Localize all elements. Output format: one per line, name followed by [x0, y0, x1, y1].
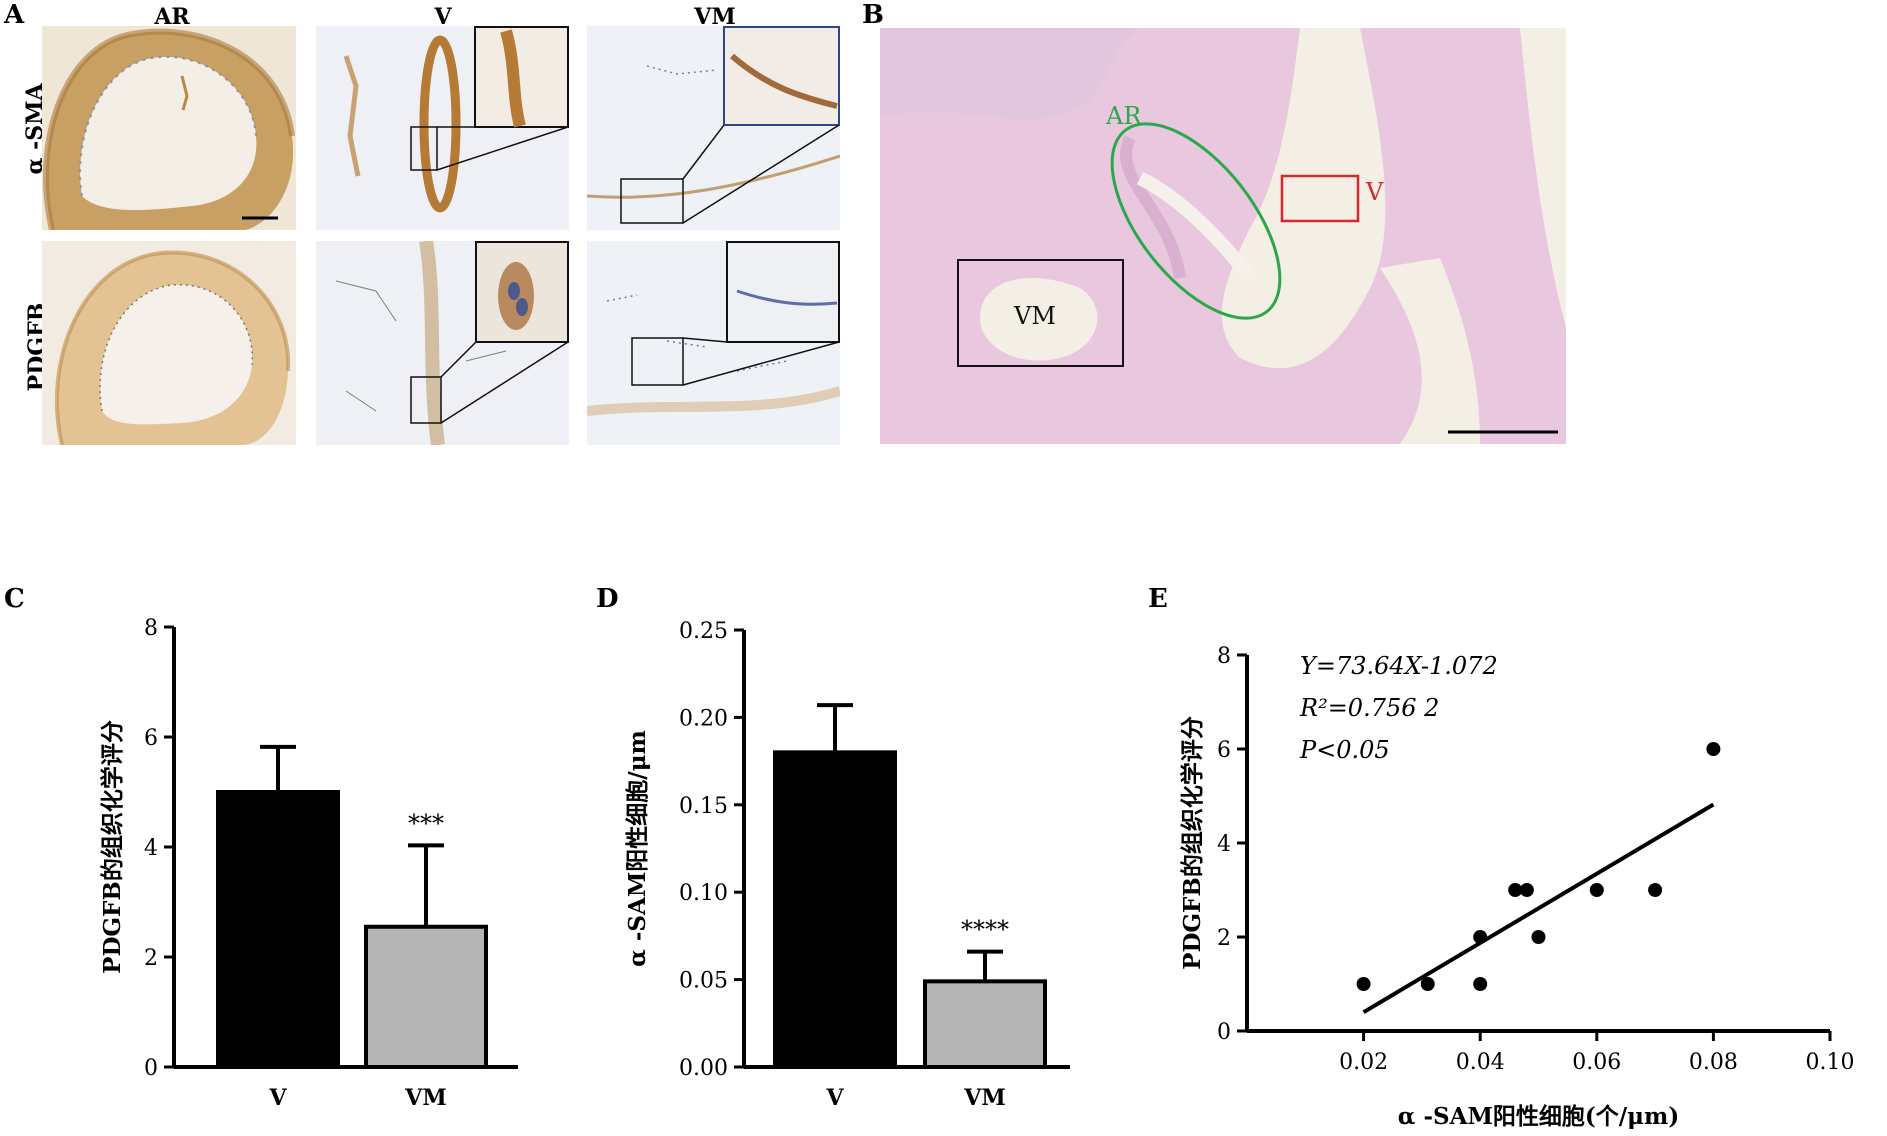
panel-label-a: A [4, 0, 25, 30]
x-tick-label: V [268, 1085, 287, 1111]
regression-line [1362, 802, 1715, 1014]
data-point [1508, 883, 1523, 897]
chart-d: 0.00 0.05 0.10 0.15 0.20 0.25 V **** VM α -SAM阳性细… [624, 619, 1070, 1111]
data-point [1706, 742, 1721, 756]
chart-c: 0 2 4 6 8 V *** VM PDGFB的组织化学评分 [99, 616, 518, 1111]
micrograph-vm-pdgfb [587, 241, 840, 445]
y-tick-label: 4 [144, 836, 158, 861]
column-label-v: V [434, 4, 452, 30]
y-axis-label: PDGFB的组织化学评分 [99, 720, 126, 974]
micrograph-v-pdgfb [316, 241, 569, 445]
x-tick-label: VM [963, 1085, 1005, 1111]
y-tick-label: 8 [144, 616, 158, 641]
data-point [1473, 930, 1488, 944]
data-point [1473, 977, 1488, 991]
micrograph-vm-asma [587, 26, 840, 230]
y-tick-label: 6 [144, 726, 158, 751]
vm-annotation: VM [1013, 302, 1056, 330]
micrograph-v-asma [316, 26, 569, 230]
x-tick-label: 0.02 [1339, 1050, 1388, 1075]
y-tick-label: 0.00 [679, 1056, 728, 1081]
data-point [1648, 883, 1663, 897]
bar-v [773, 750, 897, 1069]
data-point [1519, 883, 1534, 897]
x-tick-label: V [825, 1085, 844, 1111]
panel-label-e: E [1148, 584, 1168, 614]
v-annotation: V [1365, 178, 1384, 206]
micrograph-ar-pdgfb [42, 241, 296, 445]
y-tick-label: 2 [1217, 926, 1231, 951]
significance-label: **** [961, 916, 1009, 944]
bar-vm [364, 924, 488, 1069]
bar-vm [923, 979, 1047, 1070]
y-tick-label: 0.15 [679, 794, 728, 819]
y-tick-label: 8 [1217, 644, 1231, 669]
y-tick-label: 0.20 [679, 706, 728, 731]
significance-label: *** [408, 809, 444, 837]
column-label-vm: VM [694, 4, 736, 30]
fit-annotation: R²=0.756 2 [1299, 694, 1439, 722]
x-tick-label: 0.10 [1806, 1050, 1855, 1075]
y-tick-label: 4 [1217, 832, 1231, 857]
y-axis-label: PDGFB的组织化学评分 [1179, 716, 1206, 970]
y-tick-label: 0.10 [679, 881, 728, 906]
x-tick-label: 0.04 [1456, 1050, 1505, 1075]
x-tick-label: VM [404, 1085, 446, 1111]
fit-annotation: Y=73.64X-1.072 [1300, 652, 1498, 680]
ar-annotation: AR [1105, 102, 1142, 130]
y-tick-label: 0 [1217, 1020, 1231, 1045]
chart-e: 0 2 4 6 8 0.02 0.04 0.06 0.08 0.10 Y=73.64X-1.072 R… [1179, 644, 1854, 1130]
panel-label-c: C [4, 584, 25, 614]
fit-annotation: P<0.05 [1299, 736, 1390, 764]
x-tick-label: 0.06 [1572, 1050, 1621, 1075]
bar-v [216, 790, 340, 1069]
column-label-ar: AR [154, 4, 190, 30]
micrograph-ar-asma [42, 26, 296, 230]
y-tick-label: 2 [144, 946, 158, 971]
panel-label-b: B [862, 0, 884, 30]
data-point [1531, 930, 1546, 944]
y-tick-label: 0 [144, 1056, 158, 1081]
y-tick-label: 0.25 [679, 619, 728, 644]
x-axis-label: α -SAM阳性细胞(个/μm) [1398, 1103, 1680, 1130]
y-tick-label: 6 [1217, 738, 1231, 763]
x-tick-label: 0.08 [1689, 1050, 1738, 1075]
y-tick-label: 0.05 [679, 969, 728, 994]
data-point [1420, 977, 1435, 991]
y-axis-label: α -SAM阳性细胞/μm [624, 730, 651, 967]
data-point [1356, 977, 1371, 991]
micrograph-he-overview: AR V VM [880, 28, 1566, 444]
data-point [1589, 883, 1604, 897]
panel-label-d: D [596, 584, 619, 614]
